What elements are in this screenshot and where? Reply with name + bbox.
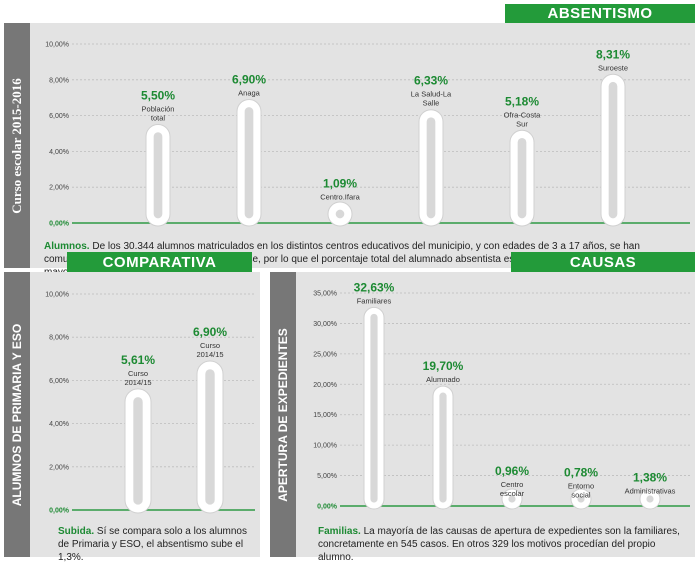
- value-label: 32,63%: [354, 280, 395, 294]
- category-label: 2014/15: [196, 350, 223, 359]
- y-tick-label: 0,00%: [317, 504, 338, 511]
- causas-caption-text: La mayoría de las causas de apertura de …: [318, 526, 680, 563]
- absentismo-caption-lead: Alumnos.: [44, 241, 90, 252]
- y-tick-label: 35,00%: [313, 291, 337, 298]
- comparativa-caption-text: Sí se compara solo a los alumnos de Prim…: [58, 526, 247, 563]
- category-label: Centro.Ifara: [320, 192, 360, 201]
- category-label: total: [151, 114, 166, 123]
- causas-caption: Familias. La mayoría de las causas de ap…: [318, 525, 690, 564]
- causas-side-title: Apertura de expedientes: [276, 327, 290, 502]
- absentismo-side-title-bar: Curso escolar 2015-2016: [4, 23, 30, 268]
- value-label: 0,96%: [495, 464, 529, 478]
- category-label: Salle: [423, 99, 440, 108]
- category-label: Población: [142, 105, 175, 114]
- y-tick-label: 0,00%: [49, 508, 70, 515]
- y-tick-label: 2,00%: [49, 185, 69, 192]
- comparativa-side-title-bar: Alumnos de primaria y ESO: [4, 272, 30, 557]
- value-label: 6,90%: [232, 72, 266, 86]
- y-tick-label: 8,00%: [49, 335, 69, 342]
- y-tick-label: 2,00%: [49, 464, 69, 471]
- bar-inner: [517, 137, 527, 219]
- y-tick-label: 6,00%: [49, 113, 69, 120]
- bar-inner: [244, 107, 254, 219]
- value-label: 0,78%: [564, 465, 598, 479]
- value-label: 5,61%: [121, 353, 155, 367]
- causas-header: CAUSAS: [511, 252, 695, 273]
- bar-inner: [646, 495, 654, 503]
- comparativa-side-title: Alumnos de primaria y ESO: [10, 323, 24, 506]
- category-label: Familiares: [357, 296, 392, 305]
- category-label: Sur: [516, 119, 528, 128]
- category-label: Suroeste: [598, 63, 628, 72]
- y-tick-label: 10,00%: [313, 443, 337, 450]
- comparativa-caption-lead: Subida.: [58, 526, 95, 537]
- value-label: 8,31%: [596, 47, 630, 61]
- bar-inner: [508, 495, 516, 503]
- y-tick-label: 20,00%: [313, 382, 337, 389]
- bar-inner: [153, 132, 163, 219]
- absentismo-chart: 0,00% 2,00% 4,00% 6,00% 8,00% 10,00% totalPobl…: [45, 42, 690, 228]
- bar-inner: [335, 209, 345, 219]
- value-label: 19,70%: [423, 359, 464, 373]
- bar-inner: [608, 81, 618, 219]
- value-label: 6,33%: [414, 74, 448, 88]
- y-tick-label: 4,00%: [49, 149, 69, 156]
- value-label: 1,38%: [633, 471, 667, 485]
- y-tick-label: 4,00%: [49, 421, 69, 428]
- y-tick-label: 25,00%: [313, 351, 337, 358]
- causas-caption-lead: Familias.: [318, 526, 361, 537]
- category-label: 2014/15: [124, 378, 151, 387]
- absentismo-panel: [4, 23, 695, 268]
- value-label: 6,90%: [193, 325, 227, 339]
- y-tick-label: 10,00%: [45, 42, 69, 49]
- category-label: escolar: [500, 489, 525, 498]
- y-tick-label: 8,00%: [49, 77, 69, 84]
- causas-side-title-bar: Apertura de expedientes: [270, 272, 296, 557]
- y-tick-label: 15,00%: [313, 412, 337, 419]
- category-label: La Salud-La: [411, 90, 452, 99]
- bar-inner: [133, 397, 143, 505]
- y-tick-label: 0,00%: [49, 221, 70, 228]
- category-label: social: [571, 490, 591, 499]
- absentismo-header: ABSENTISMO: [505, 4, 695, 23]
- y-tick-label: 5,00%: [317, 473, 337, 480]
- y-tick-label: 6,00%: [49, 378, 69, 385]
- category-label: Curso: [200, 341, 220, 350]
- value-label: 1,09%: [323, 176, 357, 190]
- y-tick-label: 10,00%: [45, 292, 69, 299]
- category-label: Ofra-Costa: [504, 110, 542, 119]
- value-label: 5,18%: [505, 94, 539, 108]
- category-label: Administrativas: [625, 487, 676, 496]
- bar-inner: [439, 392, 447, 503]
- category-label: Centro: [501, 480, 524, 489]
- bar-inner: [205, 369, 215, 505]
- comparativa-caption: Subida. Sí se compara solo a los alumnos…: [58, 525, 258, 564]
- bar-inner: [426, 117, 436, 219]
- category-label: Entorno: [568, 481, 594, 490]
- value-label: 5,50%: [141, 89, 175, 103]
- comparativa-header: COMPARATIVA: [67, 252, 252, 273]
- y-tick-label: 30,00%: [313, 321, 337, 328]
- bar-inner: [577, 495, 585, 503]
- category-label: Curso: [128, 369, 148, 378]
- absentismo-side-title: Curso escolar 2015-2016: [9, 77, 24, 214]
- category-label: Alumnado: [426, 375, 460, 384]
- comparativa-chart: 0,00%2,00%4,00%6,00%8,00%10,00%2014/15Cu…: [45, 292, 255, 515]
- bar-inner: [370, 313, 378, 503]
- category-label: Anaga: [238, 88, 261, 97]
- causas-chart: 0,00% 5,00% 10,00% 15,00% 20,00% 25,00% 30,00%…: [313, 280, 690, 511]
